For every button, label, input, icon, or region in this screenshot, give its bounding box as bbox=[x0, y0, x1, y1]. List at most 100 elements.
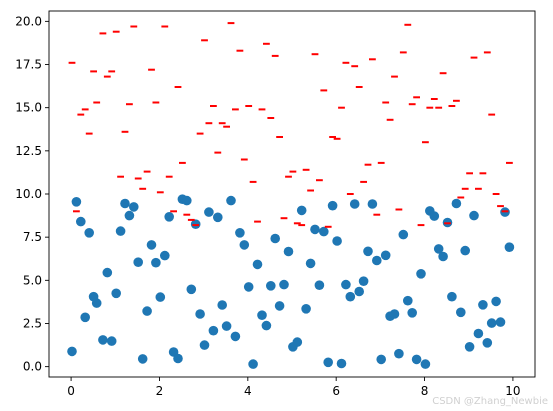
blue-point bbox=[314, 280, 325, 291]
blue-point bbox=[160, 250, 170, 261]
blue-point bbox=[341, 279, 351, 290]
blue-point bbox=[319, 226, 329, 237]
blue-point bbox=[345, 291, 356, 302]
blue-point bbox=[213, 212, 223, 223]
blue-point bbox=[173, 353, 183, 364]
blue-point bbox=[376, 354, 387, 365]
blue-point bbox=[301, 304, 311, 314]
blue-point bbox=[133, 257, 143, 268]
x-tick-label: 10 bbox=[505, 384, 520, 398]
blue-point bbox=[482, 338, 493, 348]
y-tick-label: 12.5 bbox=[15, 144, 42, 158]
blue-point bbox=[389, 309, 400, 319]
blue-point bbox=[243, 282, 254, 292]
blue-point bbox=[266, 281, 276, 291]
blue-point bbox=[473, 328, 484, 339]
blue-point bbox=[358, 276, 369, 287]
watermark-text: CSDN @Zhang_Newbie bbox=[432, 396, 548, 407]
blue-point bbox=[239, 240, 250, 250]
blue-point bbox=[146, 240, 157, 250]
blue-point bbox=[76, 216, 86, 227]
blue-point bbox=[447, 291, 457, 302]
blue-point bbox=[398, 229, 409, 240]
y-tick-label: 2.5 bbox=[23, 316, 42, 330]
blue-point bbox=[283, 246, 294, 257]
blue-point bbox=[102, 267, 113, 278]
blue-points-series bbox=[67, 194, 515, 369]
blue-point bbox=[235, 228, 245, 238]
blue-point bbox=[248, 359, 258, 369]
blue-point bbox=[411, 354, 422, 365]
x-tick-label: 0 bbox=[67, 384, 75, 398]
x-axis-ticks: 0 2 4 6 8 10 bbox=[67, 377, 521, 398]
blue-point bbox=[495, 317, 506, 327]
red-dash-series bbox=[68, 22, 513, 228]
x-tick-label: 2 bbox=[156, 384, 164, 398]
blue-point bbox=[120, 198, 130, 209]
blue-point bbox=[91, 298, 102, 308]
blue-point bbox=[106, 336, 117, 346]
blue-point bbox=[124, 210, 135, 221]
blue-point bbox=[429, 211, 440, 221]
blue-point bbox=[451, 198, 462, 209]
blue-point bbox=[84, 228, 94, 238]
blue-point bbox=[67, 346, 77, 357]
x-tick-label: 4 bbox=[244, 384, 252, 398]
blue-point bbox=[204, 207, 214, 217]
blue-point bbox=[195, 309, 205, 319]
blue-point bbox=[504, 242, 515, 252]
plot-area bbox=[49, 11, 535, 377]
x-tick-label: 8 bbox=[421, 384, 429, 398]
blue-point bbox=[456, 307, 466, 318]
y-axis-ticks: 0.0 2.5 5.0 7.5 10.0 12.5 15.0 17.5 20.0 bbox=[15, 14, 49, 374]
blue-point bbox=[367, 199, 378, 209]
blue-point bbox=[460, 245, 471, 256]
blue-point bbox=[164, 212, 174, 222]
blue-point bbox=[129, 202, 139, 212]
blue-point bbox=[332, 236, 342, 246]
y-tick-label: 7.5 bbox=[23, 230, 42, 244]
blue-point bbox=[186, 284, 197, 295]
blue-point bbox=[372, 255, 382, 266]
blue-point bbox=[252, 259, 263, 270]
blue-point bbox=[230, 331, 241, 342]
blue-point bbox=[323, 357, 334, 368]
blue-point bbox=[478, 300, 488, 310]
blue-point bbox=[274, 301, 285, 311]
blue-point bbox=[354, 286, 365, 297]
y-tick-label: 10.0 bbox=[15, 187, 42, 201]
blue-point bbox=[310, 224, 320, 235]
blue-point bbox=[199, 340, 210, 350]
blue-point bbox=[115, 226, 126, 236]
blue-point bbox=[403, 295, 413, 306]
blue-point bbox=[296, 205, 307, 216]
y-tick-label: 0.0 bbox=[23, 360, 42, 374]
blue-point bbox=[137, 354, 148, 364]
blue-point bbox=[98, 335, 108, 345]
blue-point bbox=[464, 342, 475, 352]
blue-point bbox=[327, 200, 338, 211]
blue-point bbox=[438, 251, 448, 262]
blue-point bbox=[491, 296, 501, 307]
blue-point bbox=[407, 308, 418, 318]
blue-point bbox=[111, 288, 121, 299]
blue-point bbox=[270, 233, 281, 244]
blue-point bbox=[151, 257, 161, 268]
blue-point bbox=[261, 320, 272, 331]
blue-point bbox=[217, 300, 227, 310]
blue-point bbox=[416, 269, 426, 279]
blue-point bbox=[71, 197, 82, 207]
blue-point bbox=[221, 321, 232, 331]
blue-point bbox=[80, 312, 90, 323]
blue-point bbox=[182, 195, 192, 206]
blue-point bbox=[349, 199, 360, 209]
blue-point bbox=[208, 325, 219, 336]
blue-point bbox=[155, 292, 166, 302]
y-tick-label: 5.0 bbox=[23, 273, 42, 287]
blue-point bbox=[226, 195, 236, 206]
blue-point bbox=[142, 306, 152, 316]
blue-point bbox=[486, 318, 497, 328]
blue-point bbox=[420, 359, 431, 369]
blue-point bbox=[305, 258, 316, 269]
